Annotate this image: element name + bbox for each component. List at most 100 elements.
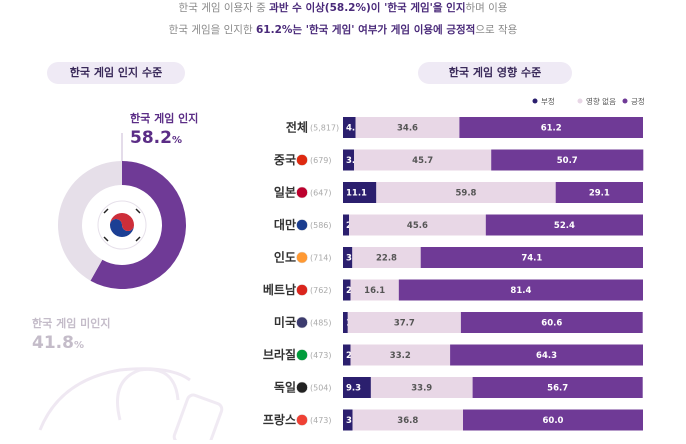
bar-segment-0 xyxy=(343,409,353,431)
india-flag-icon xyxy=(296,251,308,264)
bar-segment-1 xyxy=(347,312,461,333)
data-label: 22.8 xyxy=(376,254,397,264)
data-label: 3.7 xyxy=(346,156,361,166)
data-label: 50.7 xyxy=(557,156,578,166)
header-line-1-pre: 한국 게임 이용자 중 xyxy=(178,2,266,14)
aware-value: 58.2% xyxy=(130,128,182,148)
bar-segment-1 xyxy=(352,409,463,431)
data-label: 9.3 xyxy=(346,384,361,394)
sample-count: (485) xyxy=(310,319,332,328)
category-label: 일본 xyxy=(274,186,296,200)
aware-label: 한국 게임 인지 xyxy=(130,112,199,125)
donut-slice-aware xyxy=(90,161,186,289)
bar-segment-2 xyxy=(459,117,643,138)
sample-count: (473) xyxy=(310,351,332,360)
unaware-value-number: 41.8 xyxy=(32,333,74,353)
data-label: 33.9 xyxy=(411,384,432,394)
data-label: 61.2 xyxy=(541,124,562,134)
header-line-2-pre: 한국 게임을 인지한 xyxy=(168,24,253,36)
sample-count: (647) xyxy=(310,189,332,198)
bar-segment-1 xyxy=(350,279,399,301)
japan-flag-icon xyxy=(296,186,308,199)
category-label: 미국 xyxy=(274,315,296,330)
aware-value-number: 58.2 xyxy=(130,128,172,148)
bar-segment-2 xyxy=(555,182,643,203)
sample-count: (5,817) xyxy=(310,124,339,133)
data-label: 37.7 xyxy=(394,319,415,329)
bar-segment-0 xyxy=(343,149,355,171)
data-label: 33.2 xyxy=(390,351,411,361)
data-label: 45.7 xyxy=(412,156,433,166)
header-line-2-bold: 61.2%는 '한국 게임' 여부가 게임 이용에 긍정적 xyxy=(255,24,476,36)
data-label: 59.8 xyxy=(456,189,477,199)
bar-segment-2 xyxy=(398,279,643,301)
bar-segment-1 xyxy=(354,149,492,171)
data-label: 29.1 xyxy=(589,189,610,199)
category-label: 전체 xyxy=(286,120,308,135)
bar-segment-2 xyxy=(450,344,643,366)
unaware-value-unit: % xyxy=(73,340,84,351)
header-line-1: 한국 게임 이용자 중 과반 수 이상(58.2%)이 '한국 게임'을 인지하… xyxy=(0,0,686,15)
category-label: 중국 xyxy=(274,153,296,167)
bar-segment-1 xyxy=(350,344,451,366)
data-label: 74.1 xyxy=(521,254,542,264)
sample-count: (762) xyxy=(310,286,332,295)
bar-segment-1 xyxy=(352,247,421,268)
aware-value-unit: % xyxy=(171,135,182,146)
sample-count: (504) xyxy=(310,384,332,393)
vietnam-flag-icon xyxy=(296,284,308,296)
decorative-headphone xyxy=(116,367,180,421)
data-label: 60.0 xyxy=(543,416,564,426)
korea-flag-icon xyxy=(97,200,147,250)
decorative-illustration xyxy=(38,367,191,431)
bar-segment-2 xyxy=(485,214,643,236)
impact-bar-chart: 부정 영향 없음 긍정 전체 (5,817) 4.2 34.6 61.2 중국 (679) 3.7… xyxy=(263,96,645,431)
data-label: 36.8 xyxy=(397,416,418,426)
bar-segment-1 xyxy=(355,117,460,138)
bar-segment-0 xyxy=(343,214,349,236)
bar-segment-0 xyxy=(343,182,377,203)
data-label: 64.3 xyxy=(536,351,557,361)
decorative-phone xyxy=(172,393,224,444)
legend-swatch-1 xyxy=(577,98,583,104)
france-flag-icon xyxy=(296,414,308,426)
data-label: 16.1 xyxy=(364,286,385,296)
bar-segment-0 xyxy=(343,344,351,366)
unaware-value: 41.8% xyxy=(32,333,84,353)
chart-legend: 부정 영향 없음 긍정 xyxy=(532,96,645,106)
category-label: 베트남 xyxy=(263,282,296,297)
header-line-2: 한국 게임을 인지한 61.2%는 '한국 게임' 여부가 게임 이용에 긍정적… xyxy=(0,22,686,37)
donut-svg xyxy=(38,133,224,444)
header-line-1-post: 하며 이용 xyxy=(465,2,508,14)
data-label: 60.6 xyxy=(541,319,562,329)
header-line-1-bold: 과반 수 이상(58.2%)이 '한국 게임'을 인지 xyxy=(269,2,466,14)
bar-segment-0 xyxy=(343,377,371,398)
sample-count: (586) xyxy=(310,221,332,230)
data-label: 56.7 xyxy=(547,384,568,394)
bar-segment-2 xyxy=(472,377,643,398)
bar-segment-2 xyxy=(420,247,643,268)
data-label: 4.2 xyxy=(346,124,361,134)
bar-segment-0 xyxy=(343,117,356,138)
legend-label-1: 영향 없음 xyxy=(586,96,616,106)
data-label: 81.4 xyxy=(510,286,531,296)
bar-segment-1 xyxy=(376,182,556,203)
category-label: 독일 xyxy=(274,381,296,395)
data-label: 34.6 xyxy=(397,124,418,134)
category-label: 대만 xyxy=(274,217,296,232)
data-label: 45.6 xyxy=(407,221,428,231)
legend-swatch-2 xyxy=(622,98,628,104)
category-label: 브라질 xyxy=(263,347,296,362)
bar-segment-1 xyxy=(349,214,486,236)
taiwan-flag-icon xyxy=(296,219,308,231)
bar-segment-0 xyxy=(343,247,353,268)
awareness-donut-chart: 한국 게임 인지 58.2% 한국 게임 미인지 41.8% xyxy=(0,80,320,444)
awareness-title: 한국 게임 인지 수준 xyxy=(47,62,185,84)
sample-count: (679) xyxy=(310,156,332,165)
unaware-label: 한국 게임 미인지 xyxy=(32,317,111,330)
bar-segment-2 xyxy=(460,312,643,333)
germany-flag-icon xyxy=(296,381,308,394)
legend-label-2: 긍정 xyxy=(631,96,645,106)
data-label: 52.4 xyxy=(554,221,575,231)
legend-label-0: 부정 xyxy=(541,96,555,106)
